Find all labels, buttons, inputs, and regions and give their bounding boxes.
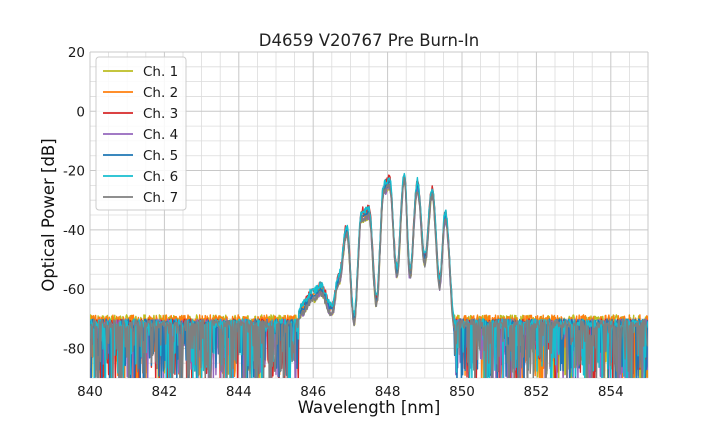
- y-tick-labels: -80 -60 -40 -20 0 20: [63, 45, 85, 357]
- y-tick-label: -60: [63, 282, 85, 298]
- series-line-7: [90, 176, 648, 378]
- x-tick-label: 854: [598, 384, 624, 400]
- y-tick-label: -20: [63, 164, 85, 180]
- x-tick-label: 844: [226, 384, 252, 400]
- series-layer: [90, 172, 648, 378]
- legend: Ch. 1 Ch. 2 Ch. 3 Ch. 4 Ch. 5 Ch. 6 Ch. 7: [95, 56, 187, 211]
- y-tick-label: -40: [63, 223, 85, 239]
- legend-frame: [95, 56, 187, 211]
- y-tick-label: -80: [63, 341, 85, 357]
- legend-items: Ch. 1 Ch. 2 Ch. 3 Ch. 4 Ch. 5 Ch. 6 Ch. 7: [103, 64, 178, 206]
- x-tick-label: 848: [375, 384, 401, 400]
- x-tick-labels: 840 842 844 846 848 850 852 854: [77, 384, 624, 400]
- legend-label-5: Ch. 5: [143, 148, 178, 164]
- legend-label-1: Ch. 1: [143, 64, 178, 80]
- x-tick-label: 852: [524, 384, 550, 400]
- chart-title: D4659 V20767 Pre Burn-In: [259, 31, 479, 50]
- y-axis-label: Optical Power [dB]: [39, 138, 58, 291]
- legend-label-2: Ch. 2: [143, 85, 178, 101]
- x-tick-label: 842: [152, 384, 178, 400]
- x-tick-label: 840: [77, 384, 103, 400]
- legend-label-4: Ch. 4: [143, 127, 178, 143]
- y-tick-label: 0: [76, 104, 85, 120]
- legend-label-7: Ch. 7: [143, 190, 178, 206]
- x-tick-label: 850: [449, 384, 475, 400]
- y-tick-label: 20: [68, 45, 85, 61]
- x-axis-label: Wavelength [nm]: [298, 398, 441, 417]
- legend-label-6: Ch. 6: [143, 169, 178, 185]
- x-tick-label: 846: [300, 384, 326, 400]
- legend-label-3: Ch. 3: [143, 106, 178, 122]
